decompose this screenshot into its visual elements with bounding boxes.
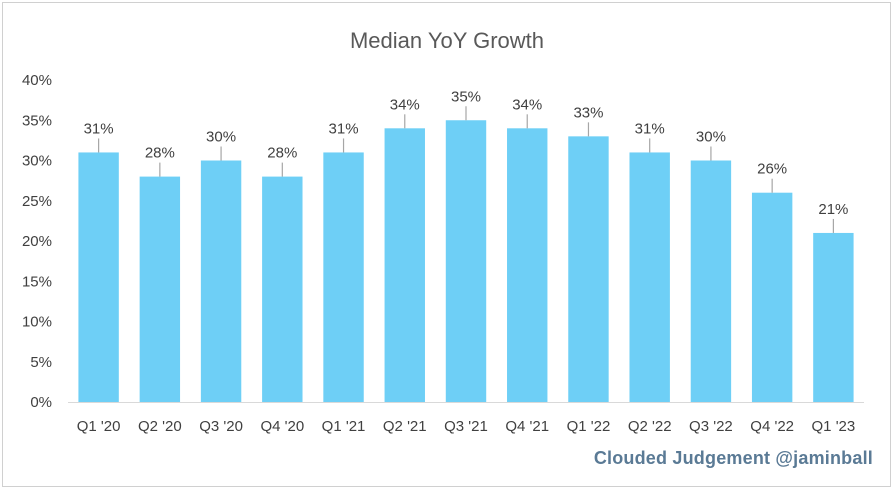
bar (139, 176, 181, 402)
chart-title: Median YoY Growth (350, 28, 544, 53)
data-label: 21% (818, 201, 848, 218)
x-tick-label: Q1 '22 (567, 418, 611, 435)
x-tick-label: Q3 '20 (199, 418, 243, 435)
data-label: 26% (757, 161, 787, 178)
data-label-leaders (98, 106, 834, 233)
x-tick-label: Q3 '22 (689, 418, 733, 435)
bar (568, 136, 609, 402)
bar (629, 152, 670, 402)
y-tick-label: 30% (22, 153, 52, 170)
x-tick-label: Q1 '23 (812, 418, 856, 435)
bar (813, 232, 854, 402)
x-tick-label: Q4 '22 (750, 418, 794, 435)
bar (78, 152, 119, 402)
data-label: 34% (390, 96, 420, 113)
data-label: 33% (573, 104, 603, 121)
bar (445, 120, 487, 402)
y-tick-label: 5% (30, 354, 52, 371)
data-label: 28% (145, 145, 175, 162)
y-tick-label: 20% (22, 233, 52, 250)
x-tick-label: Q3 '21 (444, 418, 488, 435)
x-tick-label: Q2 '21 (383, 418, 427, 435)
x-tick-label: Q1 '20 (77, 418, 121, 435)
bar (507, 128, 548, 403)
bar (323, 152, 364, 402)
data-label: 31% (635, 120, 665, 137)
bar (200, 160, 242, 402)
y-tick-label: 40% (22, 72, 52, 89)
data-label: 31% (84, 120, 114, 137)
bar (690, 160, 732, 402)
data-label: 35% (451, 88, 481, 105)
data-label: 30% (696, 129, 726, 146)
y-tick-label: 0% (30, 394, 52, 411)
x-axis: Q1 '20 Q2 '20 Q3 '20 Q4 '20 Q1 '21 Q2 '21 Q3 '… (68, 402, 864, 435)
y-tick-label: 10% (22, 314, 52, 331)
x-tick-label: Q2 '22 (628, 418, 672, 435)
y-tick-label: 35% (22, 112, 52, 129)
x-tick-label: Q2 '20 (138, 418, 182, 435)
x-tick-label: Q4 '20 (260, 418, 304, 435)
watermark: Clouded Judgement @jaminball (593, 448, 873, 468)
bar (262, 176, 303, 402)
y-tick-label: 15% (22, 273, 52, 290)
x-tick-label: Q1 '21 (322, 418, 366, 435)
y-axis: 0% 5% 10% 15% 20% 25% 30% 35% 40% (22, 72, 52, 411)
bars (78, 120, 854, 403)
data-label: 28% (267, 145, 297, 162)
x-tick-label: Q4 '21 (505, 418, 549, 435)
data-label: 34% (512, 96, 542, 113)
bar (751, 192, 793, 402)
data-label: 30% (206, 129, 236, 146)
bar (384, 128, 425, 403)
data-label: 31% (329, 120, 359, 137)
data-labels: 31% 28% 30% 28% 31% 34% 35% 34% 33% 31% 30% 26% 21% (84, 88, 849, 218)
y-tick-label: 25% (22, 193, 52, 210)
